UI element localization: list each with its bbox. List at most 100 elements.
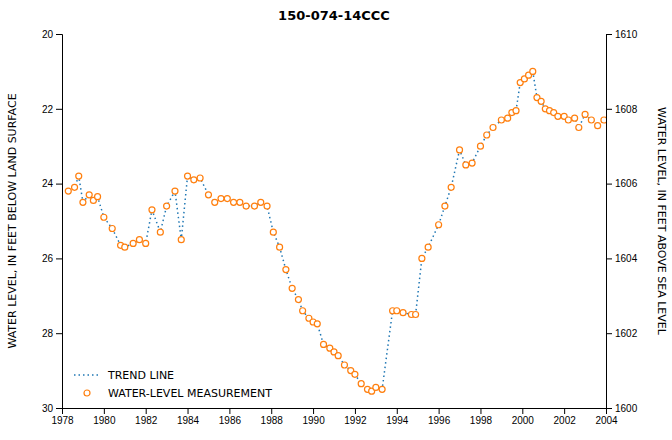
measurement-point	[505, 115, 511, 121]
tick: 1600	[606, 403, 638, 414]
legend-label: TREND LINE	[107, 369, 174, 382]
measurement-point	[80, 199, 86, 205]
legend-item: TREND LINE	[74, 369, 174, 382]
tick-mark	[522, 408, 523, 414]
measurement-point	[321, 341, 327, 347]
tick-label: 30	[42, 403, 54, 414]
y-axis: 20 22 24 26 28 30	[42, 29, 63, 414]
measurement-point	[86, 192, 92, 198]
tick: 1604	[606, 253, 638, 264]
measurement-point	[264, 203, 270, 209]
measurement-point	[72, 184, 78, 190]
tick-label: 22	[42, 104, 54, 115]
legend-label: WATER-LEVEL MEASUREMENT	[108, 387, 272, 400]
measurement-point	[463, 162, 469, 168]
tick-mark	[146, 408, 147, 414]
y2-axis-line	[607, 35, 613, 409]
measurement-point	[143, 240, 149, 246]
measurement-point	[498, 117, 504, 123]
tick: 1602	[606, 328, 638, 339]
measurement-point	[76, 173, 82, 179]
measurement-point	[565, 117, 571, 123]
tick-label: 1988	[261, 415, 284, 426]
measurement-point	[157, 229, 163, 235]
tick-label: 28	[42, 328, 54, 339]
measurement-point	[277, 244, 283, 250]
tick-label: 1992	[344, 415, 367, 426]
measurement-point	[588, 117, 594, 123]
title: 150-074-14CCC	[278, 8, 390, 23]
tick: 30	[42, 403, 62, 414]
tick-label: 20	[42, 29, 54, 40]
legend-swatch	[74, 374, 100, 376]
tick-mark	[56, 34, 62, 35]
legend: TREND LINE WATER-LEVEL MEASUREMENT	[74, 369, 272, 400]
tick: 1986	[219, 408, 242, 426]
tick-label: 1608	[615, 104, 638, 115]
tick: 26	[42, 253, 62, 264]
measurement-point	[373, 384, 379, 390]
tick-mark	[355, 408, 356, 414]
series	[65, 68, 606, 394]
measurement-point	[448, 184, 454, 190]
tick: 1978	[51, 408, 74, 426]
y-axis-title: WATER LEVEL, IN FEET BELOW LAND SURFACE	[6, 93, 19, 348]
plot-area: 1978198019821984198619881990199219941996…	[42, 29, 638, 426]
tick-label: 1600	[615, 403, 638, 414]
measurement-point	[601, 117, 606, 123]
measurement-point	[191, 177, 197, 183]
tick-label: 1984	[177, 415, 200, 426]
measurement-point	[243, 203, 249, 209]
tick-mark	[56, 258, 62, 259]
measurement-point	[164, 203, 170, 209]
measurement-point	[530, 68, 536, 74]
measurement-point	[185, 173, 191, 179]
measurement-point	[477, 143, 483, 149]
trend-line	[68, 71, 604, 391]
y-axis-line	[56, 35, 63, 409]
tick-label: 1980	[93, 415, 116, 426]
tick-label: 1990	[302, 415, 325, 426]
measurement-point	[231, 199, 237, 205]
measurement-point	[197, 175, 203, 181]
measurement-point	[469, 160, 475, 166]
tick-label: 26	[42, 253, 54, 264]
tick: 1988	[261, 408, 284, 426]
x-axis: 1978198019821984198619881990199219941996…	[51, 408, 618, 426]
tick-mark	[606, 333, 612, 334]
measurement-point	[149, 207, 155, 213]
tick-label: 1604	[615, 253, 638, 264]
tick-mark	[104, 408, 105, 414]
measurement-point	[576, 125, 582, 131]
legend-item: WATER-LEVEL MEASUREMENT	[84, 387, 272, 400]
tick-mark	[56, 333, 62, 334]
tick: 24	[42, 178, 62, 189]
measurement-point	[258, 199, 264, 205]
tick-mark	[271, 408, 272, 414]
measurement-point	[109, 225, 115, 231]
tick-label: 2004	[595, 415, 618, 426]
measurement-point	[300, 308, 306, 314]
measurement-point	[237, 199, 243, 205]
tick-mark	[397, 408, 398, 414]
tick-mark	[606, 34, 612, 35]
tick-mark	[606, 258, 612, 259]
tick-mark	[56, 109, 62, 110]
measurement-point	[425, 244, 431, 250]
tick: 28	[42, 328, 62, 339]
measurement-point	[358, 381, 364, 387]
tick: 1984	[177, 408, 200, 426]
y2-axis: 160016021604160616081610	[606, 29, 638, 414]
tick: 1996	[428, 408, 451, 426]
tick-label: 1982	[135, 415, 158, 426]
tick-mark	[56, 184, 62, 185]
tick: 1982	[135, 408, 158, 426]
measurement-point	[218, 196, 224, 202]
tick-label: 2000	[512, 415, 535, 426]
legend-swatch	[84, 390, 90, 396]
measurement-point	[582, 111, 588, 117]
tick-label: 1978	[51, 415, 74, 426]
measurement-point	[484, 132, 490, 138]
tick-label: 1996	[428, 415, 451, 426]
x-axis-line	[63, 409, 607, 415]
